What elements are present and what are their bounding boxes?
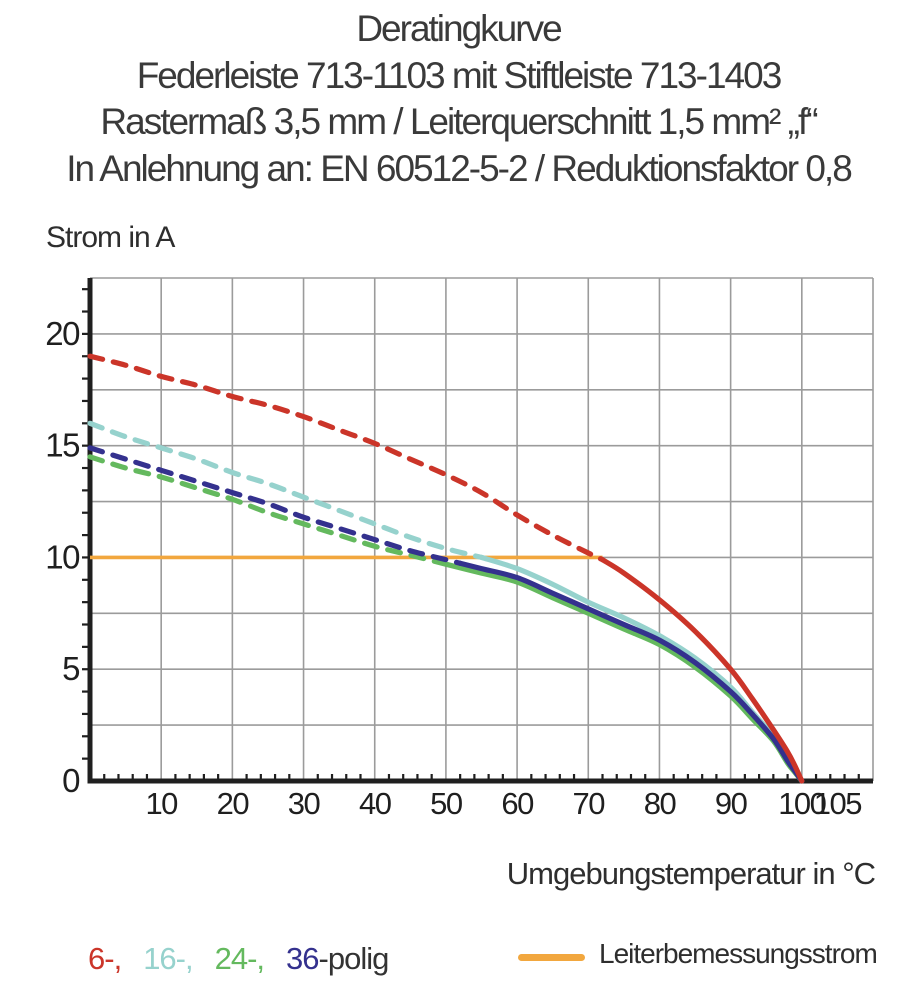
chart-subtitle-3: In Anlehnung an: EN 60512-5-2 / Reduktio… [66,148,853,189]
series-6-polig-dashed [87,353,606,563]
y-tick-label: 15 [45,427,79,464]
x-tick-label: 50 [430,786,463,821]
series-6-polig-solid [599,557,805,784]
series-36-polig-dashed [87,445,463,566]
legend-36-polig: 36 [286,941,319,976]
legend-polig-suffix: -polig [318,941,390,976]
rated-current-label: Leiterbemessungsstrom [599,938,878,969]
y-tick-label: 20 [45,315,80,352]
rated-current-line-swatch [518,953,585,961]
x-tick-label: 105 [814,786,861,821]
x-tick-label: 70 [573,786,606,821]
poles-legend: 6-, 16-, 24-, 36-polig [88,941,390,977]
legend-36-polig-group: 36-polig [286,941,390,977]
x-tick-label: 60 [501,786,534,821]
series-24-polig-solid [443,561,805,784]
x-tick-label: 10 [145,786,178,821]
x-axis-title: Umgebungstemperatur in °C [506,856,876,891]
chart-subtitle-1: Federleiste 713-1103 mit Stiftleiste 713… [136,55,783,96]
x-tick-label: 90 [715,786,748,821]
series-36-polig-solid [457,560,805,784]
x-tick-label: 30 [288,786,321,821]
y-tick-label: 0 [62,762,80,799]
legend-6-polig: 6-, [88,941,122,976]
series-24-polig-dashed [87,454,449,567]
y-tick-label: 5 [62,650,79,687]
x-tick-label: 80 [644,786,677,821]
y-axis-title: Strom in A [46,221,175,254]
x-tick-label: 100 [778,786,826,821]
x-tick-label: 40 [359,786,392,821]
legend-24-polig: 24-, [214,941,265,976]
chart-title: Deratingkurve [356,8,562,49]
chart-subtitle-2: Rastermaß 3,5 mm / Leiterquerschnitt 1,5… [100,101,818,142]
x-tick-label: 20 [217,786,250,821]
y-tick-label: 10 [45,538,80,575]
rated-current-legend: Leiterbemessungsstrom [518,938,878,970]
series-16-polig-dashed [87,420,485,560]
legend-16-polig: 16-, [143,941,193,976]
